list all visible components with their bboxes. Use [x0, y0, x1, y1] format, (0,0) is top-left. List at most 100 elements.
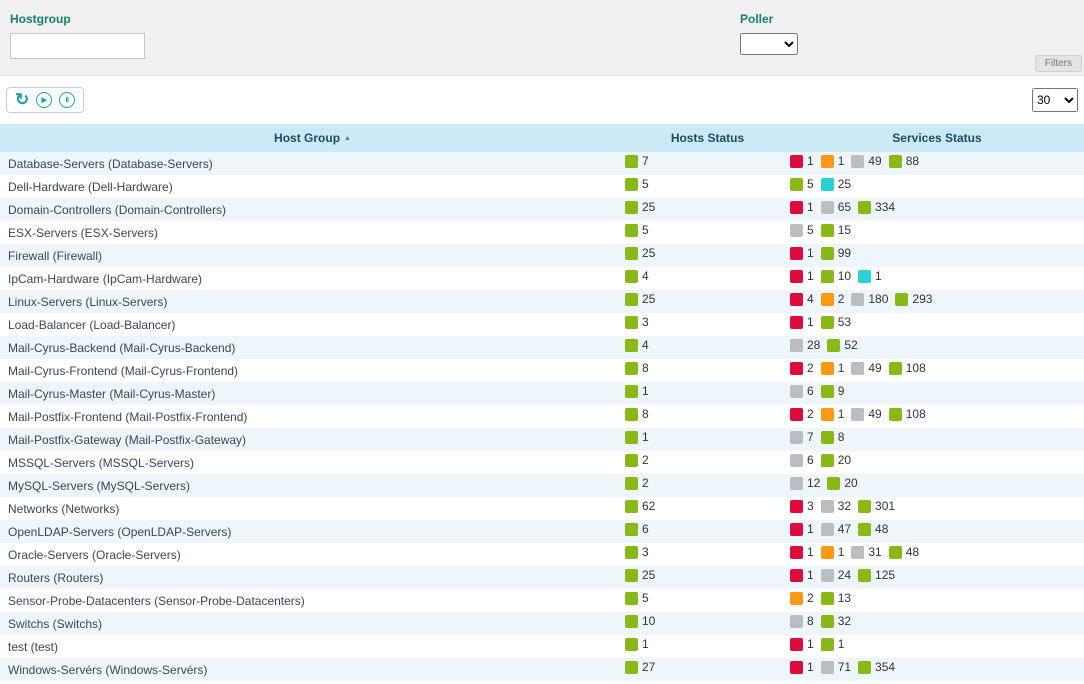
status-badge-critical[interactable]: 4 — [790, 292, 814, 306]
status-badge-ok[interactable]: 2 — [625, 476, 649, 490]
status-badge-ok[interactable]: 8 — [820, 430, 844, 444]
status-badge-ok[interactable]: 25 — [625, 568, 655, 582]
table-row[interactable]: OpenLDAP-Servers (OpenLDAP-Servers) 6 1 47 4… — [0, 520, 1084, 543]
status-badge-unknown[interactable]: 31 — [851, 545, 882, 559]
status-badge-ok[interactable]: 9 — [820, 384, 844, 398]
status-badge-critical[interactable]: 1 — [790, 154, 814, 168]
status-badge-ok[interactable]: 1 — [625, 430, 649, 444]
status-badge-unknown[interactable]: 12 — [790, 476, 820, 490]
table-row[interactable]: Linux-Servers (Linux-Servers) 25 4 2 180 293 — [0, 290, 1084, 313]
status-badge-ok[interactable]: 8 — [625, 361, 649, 375]
status-badge-critical[interactable]: 2 — [790, 361, 814, 375]
table-row[interactable]: Mail-Cyrus-Frontend (Mail-Cyrus-Frontend… — [0, 359, 1084, 382]
page-size-select[interactable]: 30 — [1032, 88, 1078, 112]
table-row[interactable]: Domain-Controllers (Domain-Controllers) 2… — [0, 198, 1084, 221]
status-badge-ok[interactable]: 20 — [820, 453, 851, 467]
status-badge-unknown[interactable]: 180 — [851, 292, 888, 306]
table-row[interactable]: IpCam-Hardware (IpCam-Hardware) 4 1 10 1 — [0, 267, 1084, 290]
status-badge-ok[interactable]: 88 — [888, 154, 919, 168]
table-row[interactable]: Mail-Postfix-Frontend (Mail-Postfix-Fron… — [0, 405, 1084, 428]
status-badge-ok[interactable]: 5 — [625, 591, 649, 605]
status-badge-ok[interactable]: 32 — [820, 614, 851, 628]
status-badge-critical[interactable]: 1 — [790, 522, 814, 536]
column-header-services-status[interactable]: Services Status — [892, 131, 982, 145]
status-badge-ok[interactable]: 3 — [625, 545, 649, 559]
status-badge-unknown[interactable]: 49 — [851, 154, 882, 168]
table-row[interactable]: Windows-Servérs (Windows-Servérs) 27 1 71 35… — [0, 658, 1084, 681]
status-badge-ok[interactable]: 15 — [820, 223, 851, 237]
status-badge-ok[interactable]: 108 — [888, 407, 926, 421]
status-badge-ok[interactable]: 10 — [820, 269, 851, 283]
table-row[interactable]: MSSQL-Servers (MSSQL-Servers) 2 6 20 — [0, 451, 1084, 474]
status-badge-critical[interactable]: 1 — [790, 315, 814, 329]
status-badge-critical[interactable]: 1 — [790, 246, 814, 260]
status-badge-unknown[interactable]: 6 — [790, 453, 814, 467]
column-header-hostgroup[interactable]: Host Group ▲ — [0, 131, 625, 145]
status-badge-unknown[interactable]: 7 — [790, 430, 814, 444]
status-badge-critical[interactable]: 1 — [790, 545, 814, 559]
table-row[interactable]: Mail-Cyrus-Master (Mail-Cyrus-Master) 1 6 9 — [0, 382, 1084, 405]
table-row[interactable]: Mail-Postfix-Gateway (Mail-Postfix-Gatew… — [0, 428, 1084, 451]
table-row[interactable]: Networks (Networks) 62 3 32 301 — [0, 497, 1084, 520]
status-badge-unknown[interactable]: 47 — [820, 522, 851, 536]
status-badge-ok[interactable]: 99 — [820, 246, 851, 260]
status-badge-unknown[interactable]: 6 — [790, 384, 814, 398]
status-badge-ok[interactable]: 25 — [625, 292, 655, 306]
play-icon[interactable]: ▶ — [36, 92, 53, 108]
status-badge-unknown[interactable]: 65 — [820, 200, 851, 214]
status-badge-ok[interactable]: 2 — [625, 453, 649, 467]
status-badge-ok[interactable]: 108 — [888, 361, 926, 375]
status-badge-pending[interactable]: 25 — [820, 177, 851, 191]
status-badge-unknown[interactable]: 71 — [820, 660, 851, 674]
status-badge-warning[interactable]: 1 — [820, 407, 844, 421]
status-badge-ok[interactable]: 27 — [625, 660, 655, 674]
table-row[interactable]: test (test) 1 1 1 — [0, 635, 1084, 658]
status-badge-ok[interactable]: 4 — [625, 269, 649, 283]
status-badge-critical[interactable]: 1 — [790, 269, 814, 283]
status-badge-ok[interactable]: 20 — [827, 476, 858, 490]
status-badge-ok[interactable]: 10 — [625, 614, 655, 628]
status-badge-ok[interactable]: 7 — [625, 154, 649, 168]
status-badge-ok[interactable]: 62 — [625, 499, 655, 513]
status-badge-ok[interactable]: 13 — [820, 591, 851, 605]
status-badge-ok[interactable]: 334 — [858, 200, 895, 214]
status-badge-warning[interactable]: 1 — [820, 154, 844, 168]
status-badge-unknown[interactable]: 24 — [820, 568, 851, 582]
status-badge-unknown[interactable]: 32 — [820, 499, 851, 513]
status-badge-ok[interactable]: 3 — [625, 315, 649, 329]
status-badge-ok[interactable]: 1 — [820, 637, 844, 651]
status-badge-critical[interactable]: 1 — [790, 637, 814, 651]
status-badge-warning[interactable]: 2 — [820, 292, 844, 306]
table-row[interactable]: Routers (Routers) 25 1 24 125 — [0, 566, 1084, 589]
status-badge-warning[interactable]: 1 — [820, 361, 844, 375]
status-badge-ok[interactable]: 125 — [858, 568, 895, 582]
status-badge-unknown[interactable]: 5 — [790, 223, 814, 237]
status-badge-ok[interactable]: 48 — [888, 545, 919, 559]
status-badge-unknown[interactable]: 49 — [851, 361, 882, 375]
table-row[interactable]: Firewall (Firewall) 25 1 99 — [0, 244, 1084, 267]
refresh-icon[interactable]: ↻ — [15, 90, 30, 109]
table-row[interactable]: MySQL-Servers (MySQL-Servers) 2 12 20 — [0, 474, 1084, 497]
status-badge-ok[interactable]: 293 — [895, 292, 932, 306]
status-badge-critical[interactable]: 1 — [790, 660, 814, 674]
poller-select[interactable] — [740, 33, 798, 55]
status-badge-unknown[interactable]: 49 — [851, 407, 882, 421]
status-badge-ok[interactable]: 53 — [820, 315, 851, 329]
status-badge-ok[interactable]: 8 — [625, 407, 649, 421]
status-badge-critical[interactable]: 3 — [790, 499, 814, 513]
table-row[interactable]: Database-Servers (Database-Servers) 7 1 1 49… — [0, 152, 1084, 175]
status-badge-unknown[interactable]: 8 — [790, 614, 814, 628]
status-badge-ok[interactable]: 25 — [625, 246, 655, 260]
status-badge-pending[interactable]: 1 — [858, 269, 882, 283]
status-badge-ok[interactable]: 301 — [858, 499, 895, 513]
table-row[interactable]: Mail-Cyrus-Backend (Mail-Cyrus-Backend) 4… — [0, 336, 1084, 359]
status-badge-ok[interactable]: 1 — [625, 384, 649, 398]
table-row[interactable]: ESX-Servers (ESX-Servers) 5 5 15 — [0, 221, 1084, 244]
hostgroup-input[interactable] — [10, 33, 145, 59]
status-badge-critical[interactable]: 1 — [790, 200, 814, 214]
status-badge-critical[interactable]: 2 — [790, 407, 814, 421]
status-badge-ok[interactable]: 354 — [858, 660, 895, 674]
status-badge-ok[interactable]: 5 — [790, 177, 814, 191]
status-badge-ok[interactable]: 5 — [625, 177, 649, 191]
table-row[interactable]: Dell-Hardware (Dell-Hardware) 5 5 25 — [0, 175, 1084, 198]
